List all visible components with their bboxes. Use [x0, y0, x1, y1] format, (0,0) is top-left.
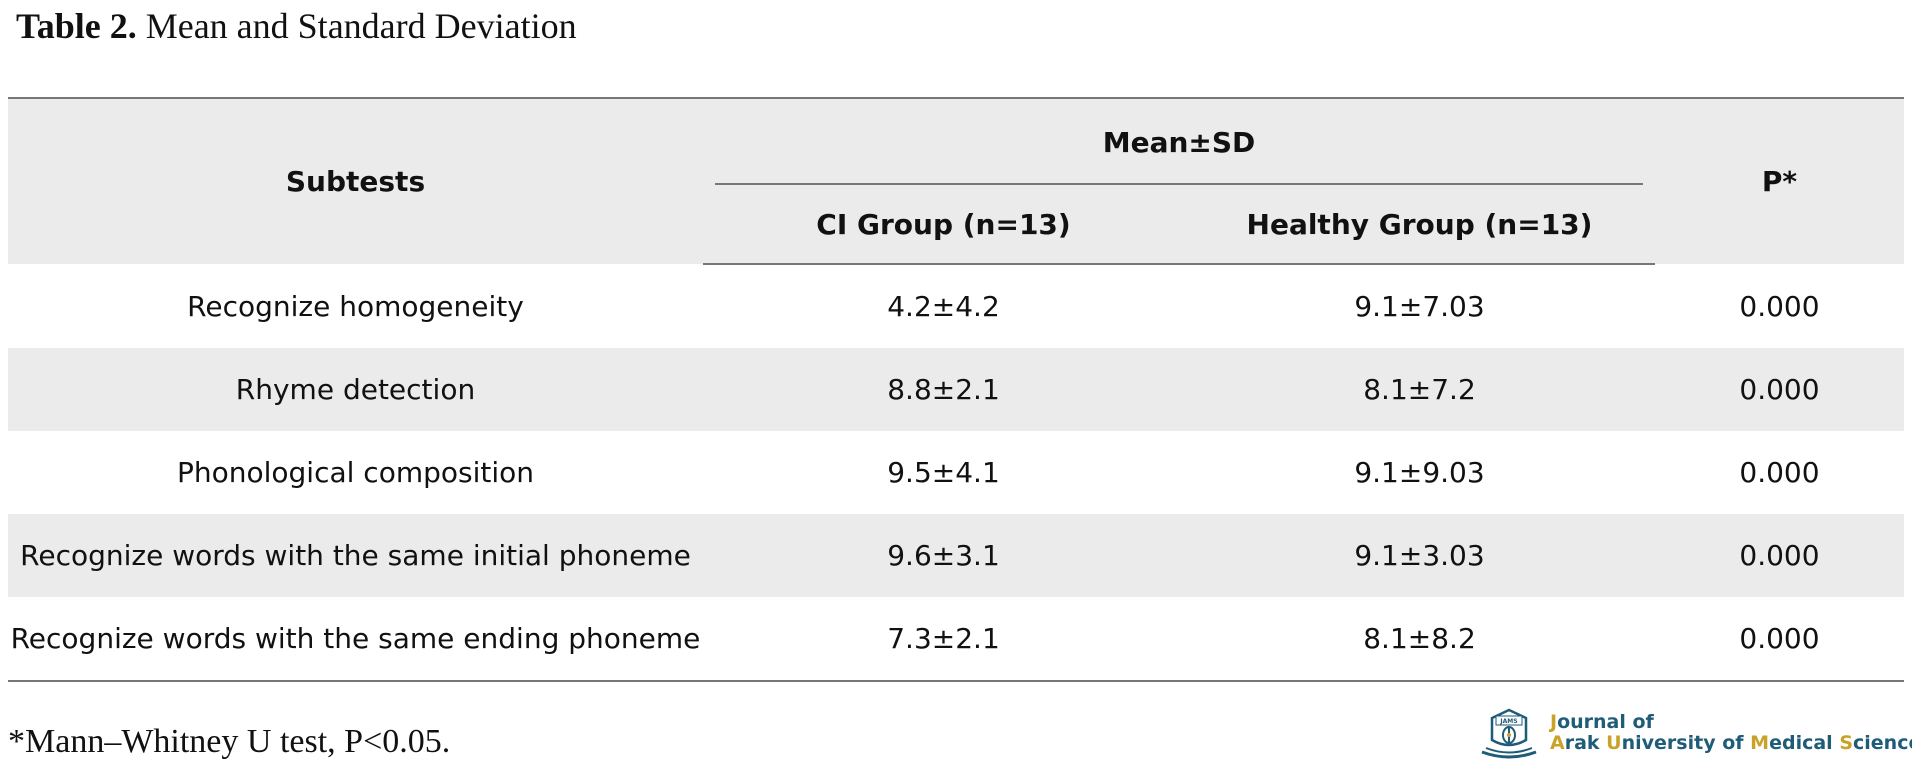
cell-p-value: 0.000 — [1739, 289, 1820, 323]
header-mean-sd-rule — [715, 183, 1643, 185]
journal-line1-initial: J — [1550, 711, 1558, 733]
journal-line1-rest: ournal of — [1557, 711, 1654, 733]
cell-healthy-value: 9.1±3.03 — [1184, 514, 1655, 597]
cell-p-value: 0.000 — [1739, 456, 1820, 489]
table-caption: Table 2. Mean and Standard Deviation — [16, 4, 577, 48]
table-caption-text: Mean and Standard Deviation — [145, 6, 577, 46]
cell-subtest: Recognize homogeneity — [187, 289, 524, 323]
header-ci-group: CI Group (n=13) — [703, 185, 1184, 265]
cell-ci-value: 4.2±4.2 — [887, 290, 1000, 323]
header-p-value: P* — [1655, 97, 1904, 264]
cell-ci-value: 9.5±4.1 — [887, 456, 1000, 489]
cell-ci-value: 8.8±2.1 — [703, 348, 1184, 431]
table-caption-label: Table 2. — [16, 6, 137, 46]
data-table-container: Subtests Mean±SD P* CI Group (n=13) Heal… — [8, 97, 1904, 682]
table-row: Rhyme detection 8.8±2.1 8.1±7.2 0.000 — [8, 348, 1904, 431]
cell-healthy-value: 8.1±7.2 — [1184, 348, 1655, 431]
header-subtests: Subtests — [8, 97, 703, 264]
cell-healthy-value: 9.1±7.03 — [1354, 290, 1485, 323]
cell-ci-value: 7.3±2.1 — [703, 597, 1184, 682]
journal-word-initial: U — [1606, 732, 1622, 754]
table-row: Phonological composition 9.5±4.1 9.1±9.0… — [8, 431, 1904, 514]
mean-sd-table: Subtests Mean±SD P* CI Group (n=13) Heal… — [8, 97, 1904, 682]
cell-subtest: Recognize words with the same initial ph… — [8, 514, 703, 597]
header-healthy-group: Healthy Group (n=13) — [1184, 185, 1655, 265]
header-mean-sd: Mean±SD — [703, 97, 1655, 185]
table-row: Recognize homogeneity 4.2±4.2 9.1±7.03 0… — [8, 264, 1904, 348]
cell-subtest: Phonological composition — [176, 456, 535, 489]
cell-p-value: 0.000 — [1655, 348, 1904, 431]
journal-name-line2: Arak University of Medical Sciences — [1550, 733, 1912, 754]
journal-word: Arak — [1550, 732, 1600, 754]
journal-emblem-icon: JAMS — [1481, 708, 1537, 759]
journal-word: University — [1606, 732, 1716, 754]
journal-word: Sciences — [1839, 732, 1912, 754]
cell-subtest: Recognize words with the same ending pho… — [8, 597, 703, 682]
journal-word-initial: M — [1750, 732, 1770, 754]
table-body: Recognize homogeneity 4.2±4.2 9.1±7.03 0… — [8, 264, 1904, 682]
cell-p-value: 0.000 — [1655, 597, 1904, 682]
journal-word-initial: A — [1550, 732, 1565, 754]
journal-name: Journal of Arak University of Medical Sc… — [1550, 712, 1912, 754]
table-header: Subtests Mean±SD P* CI Group (n=13) Heal… — [8, 97, 1904, 265]
journal-name-line1: Journal of — [1550, 712, 1912, 733]
journal-word: of — [1722, 732, 1744, 754]
cell-p-value: 0.000 — [1655, 514, 1904, 597]
cell-subtest: Rhyme detection — [8, 348, 703, 431]
journal-emblem-text: JAMS — [1499, 718, 1517, 725]
cell-healthy-value: 8.1±8.2 — [1184, 597, 1655, 682]
header-mean-sd-label: Mean±SD — [1102, 125, 1256, 159]
table-footnote: *Mann–Whitney U test, P<0.05. — [8, 723, 451, 760]
table-row: Recognize words with the same initial ph… — [8, 514, 1904, 597]
journal-word: Medical — [1750, 732, 1833, 754]
cell-healthy-value: 9.1±9.03 — [1354, 456, 1485, 489]
table-row: Recognize words with the same ending pho… — [8, 597, 1904, 682]
journal-word-initial: S — [1839, 732, 1854, 754]
journal-logo: JAMS Journal of Arak University of Medic… — [1474, 702, 1912, 762]
cell-ci-value: 9.6±3.1 — [703, 514, 1184, 597]
